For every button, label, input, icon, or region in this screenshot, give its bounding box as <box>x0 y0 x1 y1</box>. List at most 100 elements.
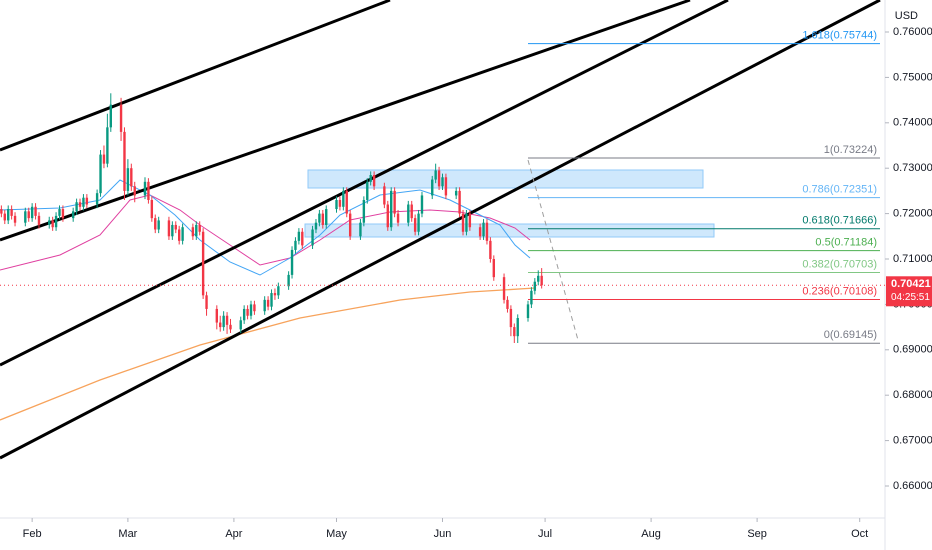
ma-50 <box>0 194 531 271</box>
x-tick-label: Jul <box>538 528 552 540</box>
trend-line <box>0 0 691 242</box>
x-tick-label: May <box>326 528 347 540</box>
candle-body <box>290 249 294 275</box>
candle-body <box>413 218 417 232</box>
candle-body <box>301 231 304 246</box>
ma-200 <box>0 287 536 421</box>
candle-body <box>102 154 106 164</box>
candle-body <box>454 190 458 196</box>
candle-body <box>345 190 348 214</box>
last-price-label: 0.70421 <box>891 278 931 290</box>
candle-body <box>215 308 219 323</box>
last-price-box <box>886 276 932 307</box>
candle-body <box>123 131 126 191</box>
candle-body <box>253 304 256 312</box>
candle-body <box>489 240 492 259</box>
candle-body <box>263 299 266 312</box>
y-tick-label: 0.68000 <box>893 389 932 401</box>
candle-body <box>287 274 290 287</box>
candle-body <box>318 213 321 223</box>
fib-label: 1(0.73224) <box>824 144 877 156</box>
y-tick-label: 0.71000 <box>893 253 932 265</box>
currency-label: USD <box>895 10 918 22</box>
candle-body <box>383 186 386 205</box>
candle-body <box>485 222 489 241</box>
candle-body <box>506 299 509 309</box>
candle-body <box>95 193 99 205</box>
candle-body <box>386 204 389 228</box>
candle-body <box>177 229 181 241</box>
fib-label: 0.786(0.72351) <box>802 184 877 196</box>
trend-line <box>0 0 881 460</box>
candle-body <box>133 186 136 196</box>
candle-body <box>126 168 130 191</box>
candle-body <box>242 308 246 321</box>
candle-body <box>48 220 51 225</box>
candle-body <box>58 209 61 216</box>
candle-body <box>434 170 437 180</box>
candle-body <box>321 213 325 225</box>
candle-body <box>516 318 519 337</box>
candle-body <box>540 275 543 286</box>
candle-body <box>99 154 102 194</box>
candle-body <box>509 308 513 328</box>
candle-body <box>249 304 253 316</box>
candle-body <box>154 218 157 230</box>
fib-label: 0.382(0.70703) <box>802 258 877 270</box>
candle-body <box>0 209 3 214</box>
candle-body <box>513 327 516 337</box>
x-tick-label: Feb <box>23 528 42 540</box>
candle-body <box>54 215 58 228</box>
candle-body <box>461 213 465 232</box>
candle-body <box>338 199 342 207</box>
candle-body <box>198 224 201 232</box>
candle-body <box>362 199 366 223</box>
candle-body <box>478 227 482 237</box>
fib-label: 0.5(0.71184) <box>815 237 877 249</box>
candle-body <box>239 320 242 330</box>
candle-body <box>390 190 393 228</box>
candle-body <box>444 177 448 196</box>
candle-body <box>7 209 10 221</box>
fib-label: 0(0.69145) <box>824 329 877 341</box>
candle-body <box>75 202 78 212</box>
candle-body <box>130 168 133 187</box>
candle-body <box>407 204 410 223</box>
fib-anchor-line <box>527 159 579 341</box>
candle-body <box>167 220 171 237</box>
y-tick-label: 0.66000 <box>893 480 932 492</box>
x-tick-label: Sep <box>747 528 767 540</box>
y-tick-label: 0.67000 <box>893 435 932 447</box>
candle-body <box>147 181 150 200</box>
candle-body <box>465 213 468 232</box>
y-tick-label: 0.74000 <box>893 117 932 129</box>
candle-body <box>533 281 537 291</box>
candle-body <box>27 211 30 219</box>
candle-body <box>526 304 530 319</box>
candle-body <box>366 181 369 200</box>
countdown: 04:25:51 <box>891 292 930 303</box>
candle-body <box>342 190 345 207</box>
supply-zone <box>307 169 704 189</box>
candle-body <box>294 240 297 250</box>
y-tick-label: 0.76000 <box>893 26 932 38</box>
candle-body <box>219 322 222 328</box>
candle-body <box>372 175 376 187</box>
candle-body <box>417 213 420 232</box>
candle-body <box>71 211 75 219</box>
candle-body <box>335 199 338 210</box>
candle-body <box>143 181 147 196</box>
candle-body <box>359 222 362 237</box>
candle-body <box>369 175 372 182</box>
candle-body <box>431 179 434 196</box>
candle-body <box>314 222 318 230</box>
candle-body <box>458 190 461 214</box>
trend-line <box>0 0 391 152</box>
candle-body <box>3 213 6 221</box>
candle-body <box>34 206 37 216</box>
x-tick-label: Apr <box>225 528 242 540</box>
y-tick-label: 0.69000 <box>893 344 932 356</box>
candle-body <box>492 259 495 278</box>
candle-body <box>502 277 506 300</box>
